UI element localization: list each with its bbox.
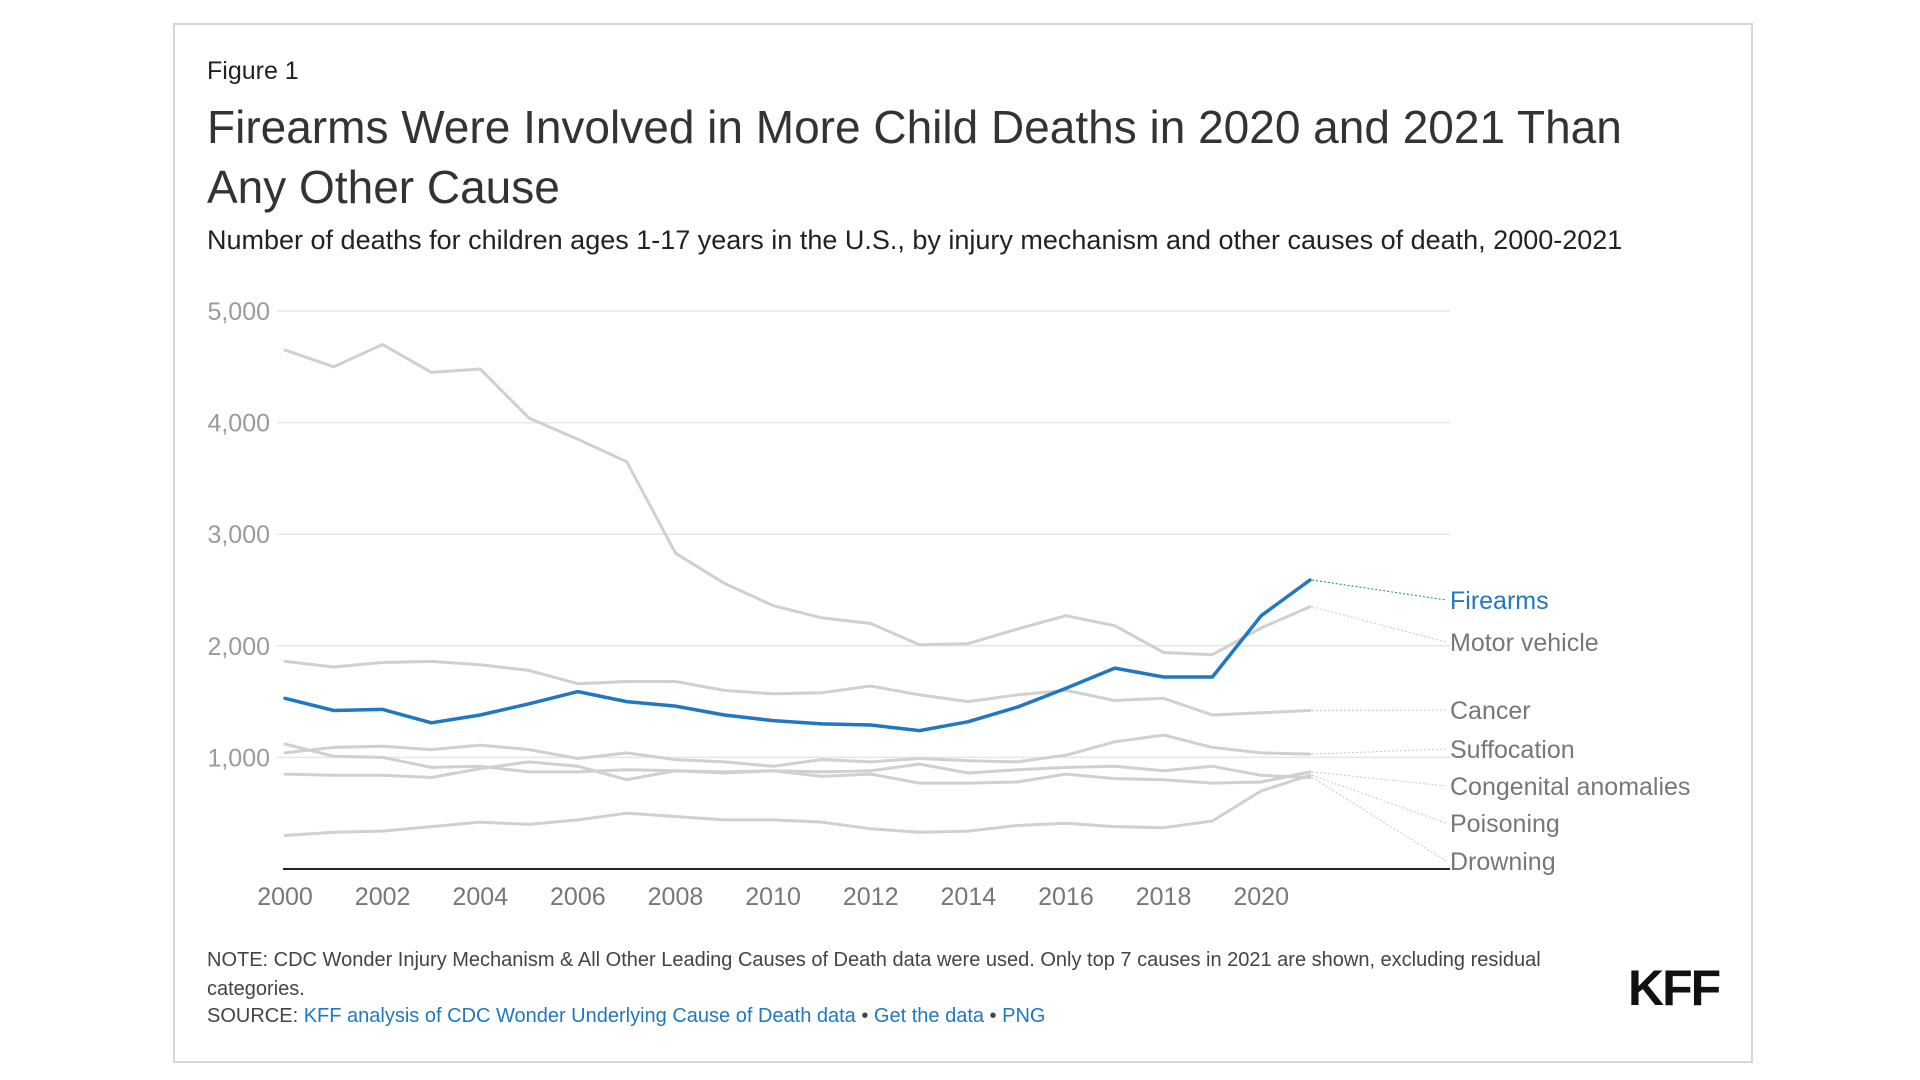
x-tick-label: 2002 [355, 883, 411, 911]
series-line-firearms [283, 578, 1312, 733]
series-label-motor-vehicle: Motor vehicle [1450, 629, 1599, 657]
series-lines [283, 343, 1312, 837]
x-tick-label: 2020 [1233, 883, 1289, 911]
x-tick-label: 2016 [1038, 883, 1094, 911]
source-prefix: SOURCE: [207, 1005, 304, 1027]
chart-title: Firearms Were Involved in More Child Dea… [207, 101, 1622, 213]
series-label-congenital-anomalies: Congenital anomalies [1450, 773, 1690, 801]
series-labels: Firearms Motor vehicle Cancer Suffocation Co… [1311, 579, 1690, 876]
x-tick-label: 2018 [1136, 883, 1192, 911]
series-line-motor-vehicle [283, 343, 1312, 657]
x-tick-label: 2014 [941, 883, 997, 911]
gridlines [277, 310, 1450, 759]
chart-source: SOURCE: KFF analysis of CDC Wonder Under… [207, 1005, 1045, 1028]
y-axis-ticks: 1,000 2,000 3,000 4,000 5,000 [207, 298, 270, 772]
label-leader-line [1311, 771, 1447, 787]
chart-note: NOTE: CDC Wonder Injury Mechanism & All … [207, 949, 1541, 1000]
series-label-drowning: Drowning [1450, 848, 1556, 876]
figure-label: Figure 1 [207, 57, 299, 85]
kff-logo: KFF [1628, 960, 1721, 1016]
x-tick-label: 2006 [550, 883, 606, 911]
y-tick-label: 2,000 [207, 633, 270, 661]
y-tick-label: 5,000 [207, 298, 270, 326]
y-tick-label: 3,000 [207, 521, 270, 549]
series-label-firearms: Firearms [1450, 587, 1549, 615]
label-leader-line [1311, 579, 1447, 601]
source-separator: • [984, 1005, 1003, 1027]
label-leader-line [1311, 774, 1447, 824]
series-line-congenital-anomalies [283, 742, 1312, 785]
x-tick-label: 2000 [257, 883, 313, 911]
png-download-link[interactable]: PNG [1002, 1005, 1046, 1027]
source-analysis-link[interactable]: KFF analysis of CDC Wonder Underlying Ca… [303, 1005, 856, 1027]
chart-subtitle: Number of deaths for children ages 1-17 … [207, 225, 1623, 255]
y-tick-label: 4,000 [207, 410, 270, 438]
x-tick-label: 2004 [452, 883, 508, 911]
series-line-suffocation [283, 733, 1312, 768]
label-leader-line [1311, 777, 1447, 862]
series-line-poisoning [283, 773, 1312, 837]
series-label-suffocation: Suffocation [1450, 736, 1575, 764]
series-label-cancer: Cancer [1450, 697, 1531, 725]
label-leader-line [1311, 606, 1447, 643]
label-leader-line [1311, 748, 1447, 755]
source-separator: • [855, 1005, 874, 1027]
x-axis-ticks: 2000 2002 2004 2006 2008 2010 2012 2014 2016 2018… [257, 883, 1289, 911]
y-tick-label: 1,000 [207, 744, 270, 772]
series-label-poisoning: Poisoning [1450, 810, 1560, 838]
figure-card: Figure 1 Firearms Were Involved in More … [173, 23, 1753, 1063]
x-tick-label: 2008 [648, 883, 704, 911]
series-line-cancer [283, 659, 1312, 717]
series-line-drowning [283, 760, 1312, 782]
get-the-data-link[interactable]: Get the data [873, 1005, 984, 1027]
x-tick-label: 2012 [843, 883, 899, 911]
label-leader-line [1311, 709, 1447, 711]
x-tick-label: 2010 [745, 883, 801, 911]
